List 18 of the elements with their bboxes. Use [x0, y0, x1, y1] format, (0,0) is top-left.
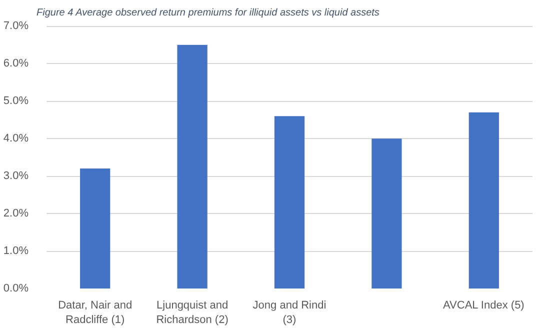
y-tick-label: 0.0%: [3, 282, 29, 294]
bar: [274, 116, 305, 288]
bar: [468, 112, 499, 288]
y-tick-label: 5.0%: [3, 95, 29, 108]
y-tick-label: 1.0%: [3, 245, 29, 258]
x-tick-label: Jong and Rindi (3): [252, 300, 326, 326]
y-tick-label: 2.0%: [3, 208, 29, 220]
x-tick-label: Ljungquist and Richardson (2): [156, 300, 228, 326]
bar: [177, 44, 208, 288]
bar: [80, 168, 110, 288]
x-tick-label: AVCAL Index (5): [443, 300, 524, 312]
bar: [372, 138, 402, 288]
y-tick-label: 3.0%: [3, 170, 29, 182]
chart-title: Figure 4 Average observed return premiums for illiquid assets vs liquid assets: [36, 8, 380, 18]
x-tick-label: Datar, Nair and Radcliffe (1): [58, 300, 132, 326]
y-tick-label: 4.0%: [3, 132, 29, 145]
y-tick-label: 7.0%: [3, 20, 29, 32]
y-tick-label: 6.0%: [3, 58, 29, 70]
